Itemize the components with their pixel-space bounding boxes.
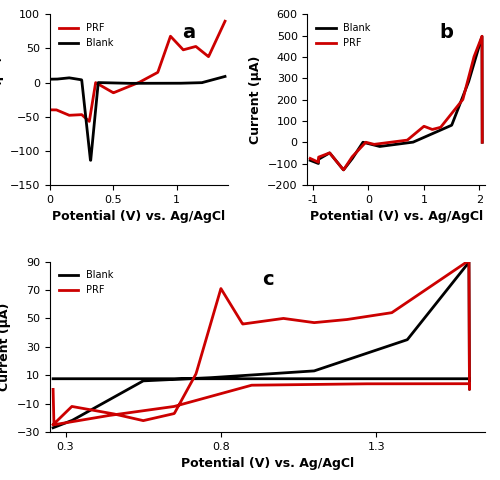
- Line: PRF: PRF: [53, 261, 470, 425]
- Blank: [417, 136, 423, 142]
- Legend: Blank, PRF: Blank, PRF: [55, 266, 117, 299]
- Blank: [180, 80, 186, 86]
- PRF: [50, 422, 56, 428]
- X-axis label: Potential (V) vs. Ag/AgCl: Potential (V) vs. Ag/AgCl: [181, 457, 354, 470]
- Line: Blank: Blank: [52, 76, 225, 160]
- Blank: [479, 34, 485, 39]
- PRF: [466, 258, 472, 264]
- Blank: [151, 81, 157, 86]
- PRF: [79, 112, 85, 118]
- PRF: [164, 405, 170, 410]
- PRF: [352, 315, 358, 321]
- Blank: [48, 76, 54, 82]
- PRF: [50, 386, 56, 392]
- PRF: [64, 408, 70, 414]
- PRF: [438, 124, 444, 130]
- PRF: [164, 42, 170, 48]
- Legend: PRF, Blank: PRF, Blank: [55, 19, 117, 52]
- Line: Blank: Blank: [310, 36, 482, 170]
- Line: PRF: PRF: [52, 21, 225, 121]
- Blank: [340, 167, 346, 173]
- PRF: [479, 139, 485, 145]
- Blank: [307, 157, 313, 163]
- Blank: [456, 105, 462, 110]
- PRF: [86, 119, 92, 124]
- Blank: [156, 377, 162, 383]
- PRF: [51, 422, 57, 428]
- Blank: [50, 425, 56, 431]
- Blank: [127, 81, 133, 86]
- Blank: [392, 341, 398, 347]
- Legend: Blank, PRF: Blank, PRF: [312, 19, 374, 52]
- PRF: [48, 107, 54, 113]
- Blank: [79, 80, 85, 85]
- Line: Blank: Blank: [53, 262, 470, 428]
- PRF: [340, 167, 346, 173]
- Blank: [408, 140, 414, 145]
- Blank: [378, 346, 384, 351]
- Blank: [93, 100, 99, 106]
- PRF: [412, 131, 418, 137]
- Blank: [133, 382, 139, 388]
- Blank: [438, 127, 444, 133]
- PRF: [318, 154, 324, 159]
- PRF: [56, 417, 62, 422]
- X-axis label: Potential (V) vs. Ag/AgCl: Potential (V) vs. Ag/AgCl: [52, 210, 226, 223]
- PRF: [435, 278, 441, 284]
- Blank: [222, 73, 228, 79]
- Y-axis label: Current (μA): Current (μA): [0, 55, 4, 144]
- Blank: [466, 259, 472, 265]
- Y-axis label: Current (μA): Current (μA): [248, 55, 262, 144]
- PRF: [93, 80, 99, 86]
- Line: PRF: PRF: [310, 36, 482, 170]
- PRF: [462, 381, 468, 386]
- Text: a: a: [182, 23, 195, 42]
- X-axis label: Potential (V) vs. Ag/AgCl: Potential (V) vs. Ag/AgCl: [310, 210, 483, 223]
- PRF: [456, 102, 462, 108]
- PRF: [307, 156, 313, 161]
- PRF: [222, 18, 228, 24]
- PRF: [151, 72, 157, 77]
- Blank: [318, 155, 324, 161]
- PRF: [417, 127, 423, 132]
- Text: b: b: [439, 23, 453, 42]
- Blank: [260, 372, 266, 377]
- Blank: [164, 81, 170, 86]
- Blank: [479, 139, 485, 145]
- Blank: [50, 376, 56, 382]
- PRF: [180, 46, 186, 52]
- Blank: [321, 365, 327, 371]
- Blank: [88, 157, 94, 163]
- Y-axis label: Current (μA): Current (μA): [0, 302, 12, 391]
- Text: c: c: [262, 270, 274, 289]
- PRF: [127, 83, 133, 89]
- Blank: [412, 139, 418, 144]
- PRF: [408, 135, 414, 141]
- PRF: [479, 34, 485, 39]
